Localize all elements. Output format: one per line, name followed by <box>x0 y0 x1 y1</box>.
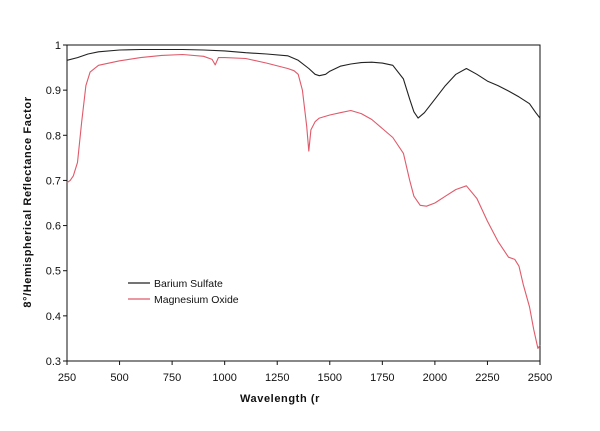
x-tick-label: 500 <box>110 372 128 384</box>
plot-frame <box>66 44 541 362</box>
legend-label: Magnesium Oxide <box>154 294 239 306</box>
x-tick-label: 2500 <box>528 372 552 384</box>
legend: Barium Sulfate Magnesium Oxide <box>128 278 239 306</box>
series-line-barium-sulfate <box>66 48 541 119</box>
x-axis-ticks: 250 500 750 1000 1250 1500 1750 2000 2250 2500 <box>58 361 552 384</box>
y-tick-label: 0.6 <box>46 221 61 233</box>
series-lines <box>66 48 541 349</box>
y-axis-label: 8°/Hemispherical Reflectance Factor <box>22 96 34 307</box>
x-tick-label: 1000 <box>212 372 236 384</box>
x-tick-label: 250 <box>58 372 76 384</box>
y-axis-ticks: 0.3 0.4 0.5 0.6 0.7 0.8 0.9 1 <box>46 40 67 368</box>
y-tick-label: 0.5 <box>46 266 61 278</box>
x-tick-label: 2250 <box>475 372 499 384</box>
y-tick-label: 0.4 <box>46 311 61 323</box>
x-tick-label: 1750 <box>370 372 394 384</box>
y-tick-label: 1 <box>55 40 61 52</box>
legend-label: Barium Sulfate <box>154 278 223 290</box>
series-line-magnesium-oxide <box>66 53 541 349</box>
x-tick-label: 2000 <box>423 372 447 384</box>
y-tick-label: 0.8 <box>46 130 61 142</box>
y-tick-label: 0.9 <box>46 85 61 97</box>
plot-border <box>66 44 541 362</box>
x-tick-label: 1500 <box>318 372 342 384</box>
y-tick-label: 0.7 <box>46 175 61 187</box>
x-axis-label: Wavelength (r <box>240 393 320 405</box>
x-tick-label: 750 <box>163 372 181 384</box>
y-tick-label: 0.3 <box>46 356 61 368</box>
x-tick-label: 1250 <box>265 372 289 384</box>
